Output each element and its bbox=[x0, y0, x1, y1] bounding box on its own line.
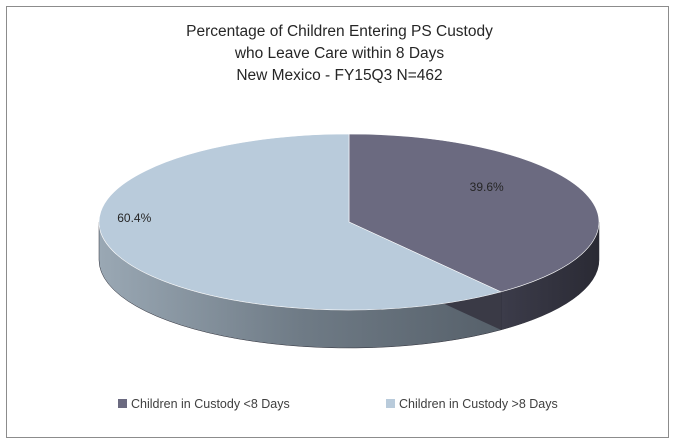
legend-label: Children in Custody >8 Days bbox=[399, 397, 558, 411]
pie-slice-children-in-custody-8-days bbox=[348, 133, 600, 293]
legend-swatch bbox=[386, 399, 395, 408]
legend-label: Children in Custody <8 Days bbox=[131, 397, 290, 411]
legend-swatch bbox=[118, 399, 127, 408]
data-label-children-in-custody-8-days: 39.6% bbox=[470, 180, 504, 194]
pie-slice-children-in-custody-8-days bbox=[98, 133, 502, 311]
chart-title-line-2: who Leave Care within 8 Days bbox=[234, 45, 445, 62]
chart-title-line-1: Percentage of Children Entering PS Custo… bbox=[186, 23, 493, 40]
chart-title-line-3: New Mexico - FY15Q3 N=462 bbox=[236, 67, 443, 84]
data-label-children-in-custody-8-days: 60.4% bbox=[117, 211, 151, 225]
legend-item-children-in-custody-8-days: Children in Custody >8 Days bbox=[386, 397, 558, 411]
legend-item-children-in-custody-8-days: Children in Custody <8 Days bbox=[118, 397, 290, 411]
